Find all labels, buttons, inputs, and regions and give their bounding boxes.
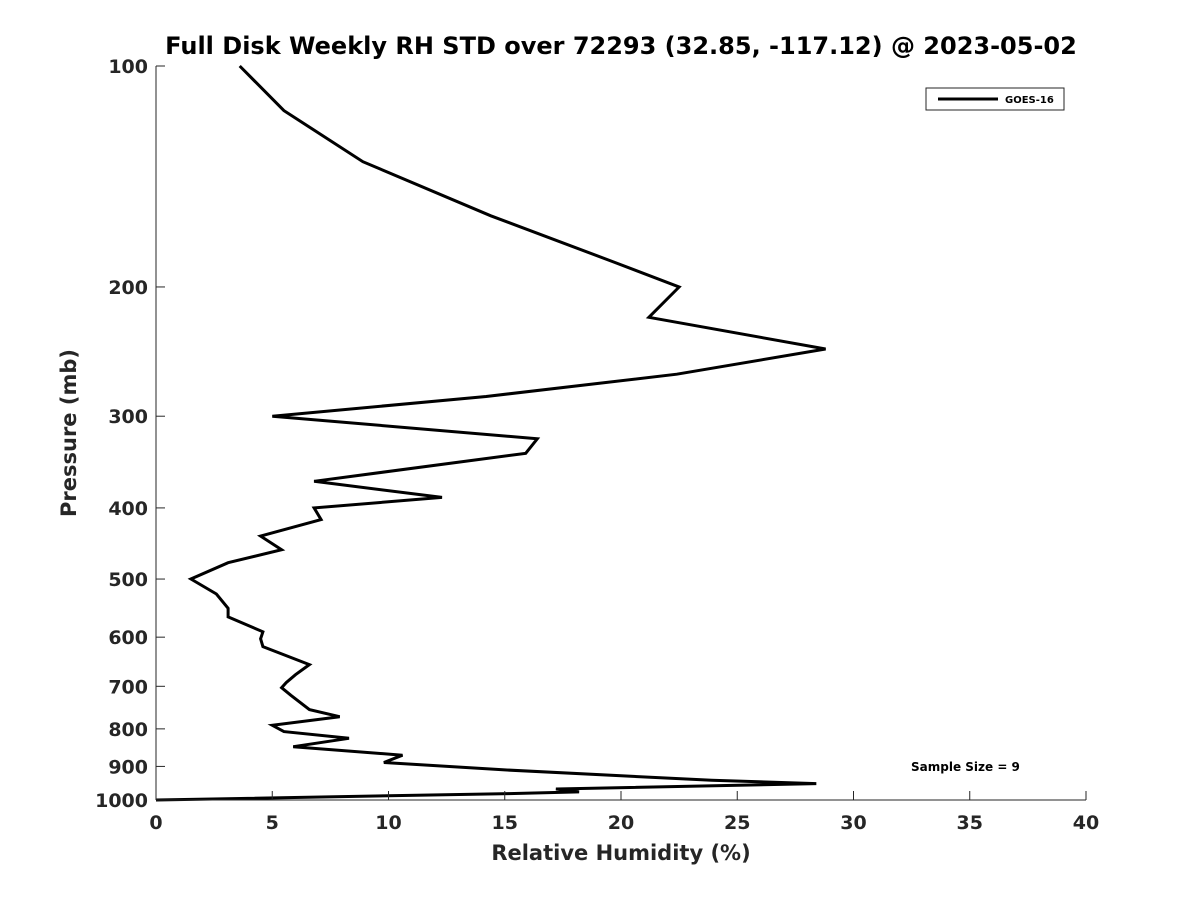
x-axis-ticks: 0 5 10 15 20 25 30 35 40 (149, 791, 1099, 834)
x-tick-label: 20 (608, 812, 634, 834)
plot-area (155, 64, 826, 802)
x-tick-label: 25 (724, 812, 750, 834)
y-tick-label: 100 (108, 56, 148, 78)
y-tick-label: 700 (108, 676, 148, 698)
y-tick-label: 600 (108, 627, 148, 649)
y-tick-label: 800 (108, 719, 148, 741)
y-axis-label: Pressure (mb) (57, 349, 81, 517)
x-tick-label: 0 (149, 812, 162, 834)
x-tick-label: 40 (1073, 812, 1099, 834)
y-tick-label: 300 (108, 406, 148, 428)
sample-size-annotation: Sample Size = 9 (911, 760, 1020, 774)
legend: GOES-16 (925, 87, 1065, 111)
x-tick-label: 15 (492, 812, 518, 834)
x-tick-label: 5 (266, 812, 279, 834)
chart-title: Full Disk Weekly RH STD over 72293 (32.8… (165, 32, 1077, 60)
y-tick-label: 1000 (95, 790, 148, 812)
y-tick-label: 900 (108, 756, 148, 778)
y-axis-ticks: 100 200 300 400 500 600 700 800 900 1000 (95, 56, 165, 812)
y-tick-label: 400 (108, 498, 148, 520)
series-line-goes-16 (155, 64, 826, 802)
y-tick-label: 500 (108, 569, 148, 591)
x-axis-label: Relative Humidity (%) (491, 841, 750, 865)
legend-entry-goes-16: GOES-16 (1005, 95, 1054, 106)
x-tick-label: 35 (957, 812, 983, 834)
x-tick-label: 30 (840, 812, 866, 834)
y-tick-label: 200 (108, 277, 148, 299)
x-tick-label: 10 (375, 812, 401, 834)
